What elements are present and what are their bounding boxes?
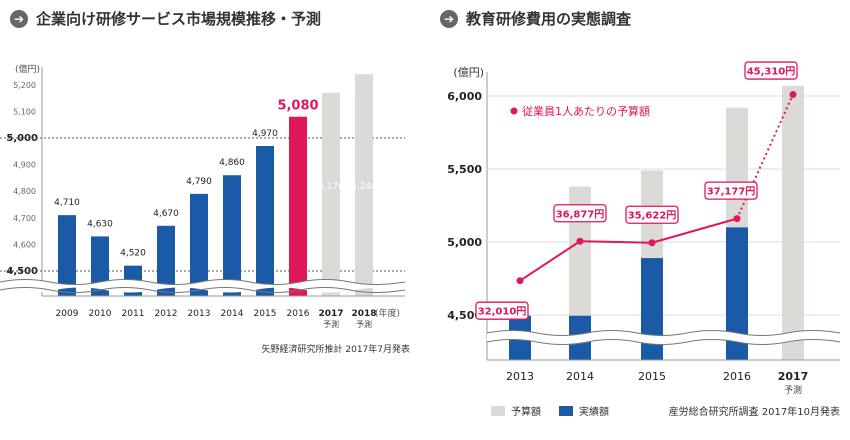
- per-person-line-segment: [579, 240, 653, 244]
- left-y-tick-label: 5,200: [13, 81, 36, 90]
- left-forecast-note-2017: 予測: [323, 319, 339, 329]
- per-person-label-2014: 36,877円: [556, 208, 605, 220]
- left-x-tick-label-2009: 2009: [56, 309, 79, 319]
- left-x-tick-label-2017: 2017: [318, 309, 343, 319]
- left-data-label-2014: 4,860: [219, 158, 245, 168]
- left-x-tick-label-2015: 2015: [254, 309, 277, 319]
- left-bar-2015: [256, 145, 274, 296]
- left-bar-2018: [355, 74, 373, 296]
- left-unit-label: (億円): [15, 63, 40, 75]
- per-person-legend-label: 従業員1人あたりの予算額: [522, 104, 650, 118]
- left-x-tick-label-2014: 2014: [221, 309, 244, 319]
- left-source: 矢野経済研究所推計 2017年7月発表: [262, 343, 411, 355]
- legend-budget-label: 予算額: [511, 405, 541, 418]
- legend-actual-swatch: [559, 406, 573, 416]
- left-x-tick-label-2011: 2011: [122, 309, 145, 319]
- per-person-legend-dot: [510, 107, 518, 115]
- per-person-label-box-2016: [704, 181, 758, 200]
- left-bar-2017: [322, 92, 340, 296]
- per-person-label-2013: 32,010円: [478, 306, 527, 318]
- left-data-label-2010: 4,630: [87, 219, 113, 229]
- per-person-point-2015: [648, 239, 656, 247]
- left-data-label-2009: 4,710: [54, 198, 80, 208]
- left-bar-2012: [157, 225, 175, 296]
- left-y-tick-label: 5,100: [13, 107, 36, 116]
- per-person-label-2015: 35,622円: [628, 210, 677, 222]
- right-axis-break-band: [487, 330, 840, 345]
- left-bar-2014: [223, 175, 241, 296]
- left-data-label-2011: 4,520: [120, 249, 146, 259]
- per-person-point-2017: [789, 91, 797, 99]
- per-person-point-2013: [516, 277, 524, 285]
- right-y-tick-label: 5,000: [447, 236, 482, 249]
- circle-arrow-right-icon: ➔: [10, 9, 28, 28]
- left-xunit-label: (年度): [375, 307, 400, 319]
- per-person-point-2014: [576, 237, 584, 245]
- left-data-label-2016: 5,080: [277, 99, 318, 114]
- left-axis-break-top: [0, 279, 406, 285]
- legend-budget-swatch: [491, 406, 505, 416]
- right-y-tick-label: 5,500: [447, 163, 482, 176]
- right-x-tick-label-2014: 2014: [566, 370, 594, 383]
- right-chart-title: ➔ 教育研修費用の実態調査: [440, 8, 631, 29]
- per-person-label-box-2013: [475, 301, 529, 320]
- left-x-tick-label-2010: 2010: [89, 309, 112, 319]
- left-chart-title: ➔ 企業向け研修サービス市場規模推移・予測: [10, 8, 321, 29]
- right-unit-label: (億円): [453, 66, 484, 79]
- right-axis-break-top: [486, 330, 841, 336]
- right-x-tick-label-2017: 2017: [778, 370, 809, 383]
- right-forecast-note: 予測: [784, 384, 802, 396]
- right-source: 産労総合研究所調査 2017年10月発表: [669, 405, 840, 418]
- left-y-tick-label: 4,900: [13, 161, 36, 170]
- left-y-tick-label: 4,500: [6, 266, 38, 277]
- left-x-tick-label-2018: 2018: [351, 309, 376, 319]
- legend-actual-label: 実績額: [579, 405, 609, 418]
- left-data-label-2017: 5,170: [318, 182, 344, 192]
- per-person-line-segment: [519, 240, 581, 282]
- left-x-tick-label-2013: 2013: [188, 309, 211, 319]
- left-y-tick-label: 4,600: [13, 240, 36, 249]
- left-x-tick-label-2016: 2016: [287, 309, 310, 319]
- left-y-tick-label: 5,000: [6, 133, 38, 144]
- left-y-tick-label: 4,700: [13, 214, 36, 223]
- right-axis-break-bottom: [486, 339, 841, 345]
- right-x-tick-label-2016: 2016: [723, 370, 751, 383]
- left-data-label-2018: 5,240: [351, 182, 377, 192]
- left-data-label-2015: 4,970: [252, 129, 278, 139]
- left-data-label-2012: 4,670: [153, 209, 179, 219]
- right-budget-bar-2017: [782, 85, 804, 360]
- left-bar-2013: [190, 193, 208, 296]
- left-x-tick-label-2012: 2012: [155, 309, 178, 319]
- per-person-label-2016: 37,177円: [707, 186, 756, 198]
- per-person-label-box-2017: [744, 61, 798, 80]
- right-y-tick-label: 6,000: [447, 90, 482, 103]
- right-actual-bar-2016: [726, 227, 748, 360]
- per-person-label-box-2015: [625, 205, 679, 224]
- circle-arrow-right-icon: ➔: [440, 9, 458, 28]
- left-forecast-note-2018: 予測: [356, 319, 372, 329]
- right-x-tick-label-2015: 2015: [638, 370, 666, 383]
- left-bar-2009: [58, 215, 76, 296]
- left-axis-break-bottom: [0, 287, 406, 293]
- left-y-tick-label: 4,800: [13, 187, 36, 196]
- per-person-label-box-2014: [553, 204, 607, 223]
- left-data-label-2013: 4,790: [186, 177, 212, 187]
- per-person-point-2016: [733, 215, 741, 223]
- right-x-tick-label-2013: 2013: [506, 370, 534, 383]
- per-person-line-segment: [651, 217, 738, 244]
- per-person-label-2017: 45,310円: [747, 66, 796, 78]
- left-bar-2016: [289, 116, 307, 296]
- right-y-tick-label: 4,500: [447, 309, 482, 322]
